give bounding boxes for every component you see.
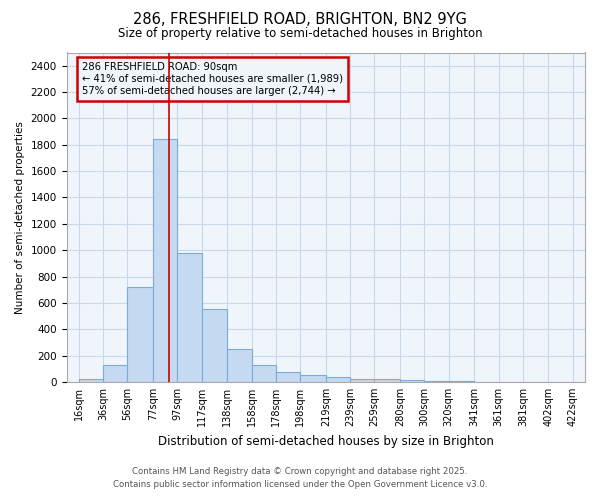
Bar <box>276 372 300 382</box>
Bar <box>300 374 326 382</box>
Bar <box>127 287 153 382</box>
Text: 286 FRESHFIELD ROAD: 90sqm
← 41% of semi-detached houses are smaller (1,989)
57%: 286 FRESHFIELD ROAD: 90sqm ← 41% of semi… <box>82 62 343 96</box>
Y-axis label: Number of semi-detached properties: Number of semi-detached properties <box>15 121 25 314</box>
Bar <box>326 378 350 382</box>
Bar <box>227 349 251 382</box>
Bar <box>79 380 103 382</box>
Bar <box>374 380 400 382</box>
Bar <box>103 365 127 382</box>
Bar <box>350 378 374 382</box>
Bar <box>202 310 227 382</box>
Bar <box>153 140 177 382</box>
Text: 286, FRESHFIELD ROAD, BRIGHTON, BN2 9YG: 286, FRESHFIELD ROAD, BRIGHTON, BN2 9YG <box>133 12 467 28</box>
Bar <box>424 380 449 382</box>
Bar <box>400 380 424 382</box>
Bar <box>177 253 202 382</box>
X-axis label: Distribution of semi-detached houses by size in Brighton: Distribution of semi-detached houses by … <box>158 434 494 448</box>
Text: Contains HM Land Registry data © Crown copyright and database right 2025.
Contai: Contains HM Land Registry data © Crown c… <box>113 467 487 489</box>
Text: Size of property relative to semi-detached houses in Brighton: Size of property relative to semi-detach… <box>118 28 482 40</box>
Bar <box>251 365 276 382</box>
